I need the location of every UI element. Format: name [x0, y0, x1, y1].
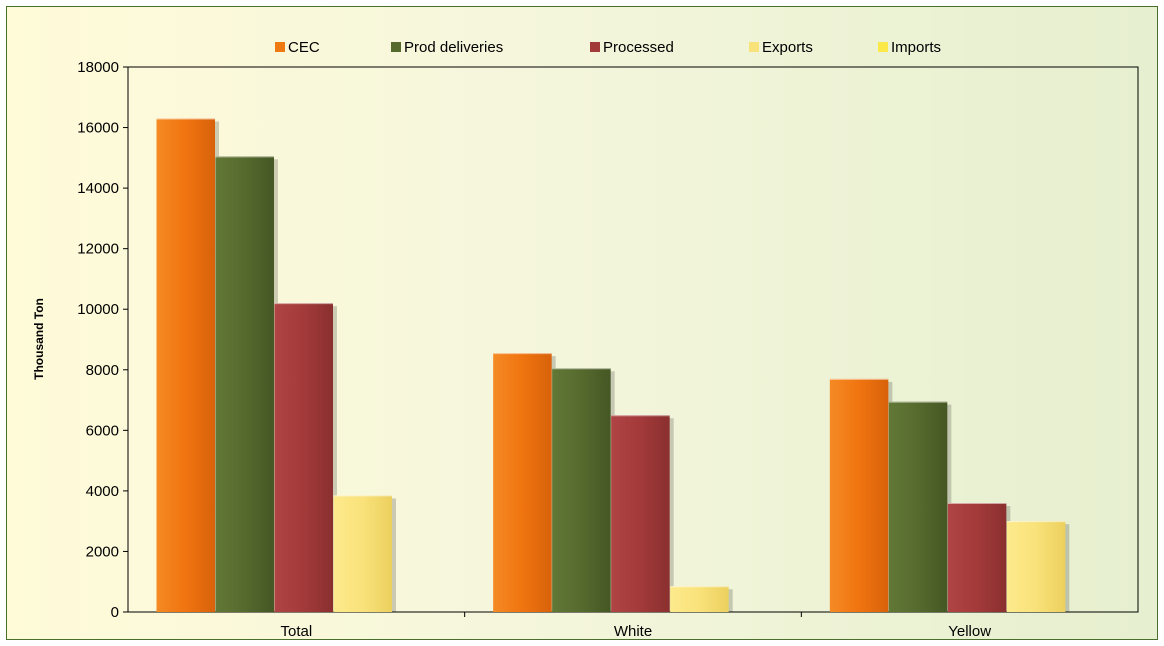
x-tick-label: White: [614, 623, 652, 640]
y-tick-label: 4000: [86, 483, 119, 500]
bar-processed-white: [611, 415, 670, 612]
y-tick-label: 6000: [86, 422, 119, 439]
bar-cec-yellow: [830, 379, 889, 612]
legend-swatch: [275, 42, 285, 52]
y-tick-label: 14000: [77, 180, 119, 197]
legend-label: Processed: [603, 39, 674, 56]
bar-exports-yellow: [1007, 521, 1065, 612]
legend-swatch: [878, 42, 888, 52]
y-axis-label: Thousand Ton: [32, 298, 46, 380]
x-tick-label: Yellow: [948, 623, 991, 640]
y-tick-label: 12000: [77, 241, 119, 258]
legend-swatch: [391, 42, 401, 52]
y-tick-label: 10000: [77, 301, 119, 318]
y-tick-label: 18000: [77, 59, 119, 76]
bar-cec-total: [157, 118, 216, 612]
bar-prod-deliveries-yellow: [889, 402, 948, 612]
y-tick-label: 2000: [86, 543, 119, 560]
bar-cec-white: [493, 353, 551, 612]
y-tick-label: 0: [111, 604, 119, 621]
legend-label: Imports: [891, 39, 941, 56]
bar-processed-yellow: [948, 503, 1007, 612]
y-tick-label: 8000: [86, 362, 119, 379]
bar-prod-deliveries-white: [552, 368, 611, 612]
legend-swatch: [590, 42, 600, 52]
legend-label: Exports: [762, 39, 813, 56]
bar-exports-white: [670, 586, 729, 612]
bar-prod-deliveries-total: [216, 156, 275, 612]
x-tick-label: Total: [280, 623, 312, 640]
bar-exports-total: [334, 495, 393, 612]
y-tick-label: 16000: [77, 120, 119, 137]
bar-processed-total: [275, 303, 334, 612]
legend-label: Prod deliveries: [404, 39, 503, 56]
legend-label: CEC: [288, 39, 320, 56]
legend-swatch: [749, 42, 759, 52]
